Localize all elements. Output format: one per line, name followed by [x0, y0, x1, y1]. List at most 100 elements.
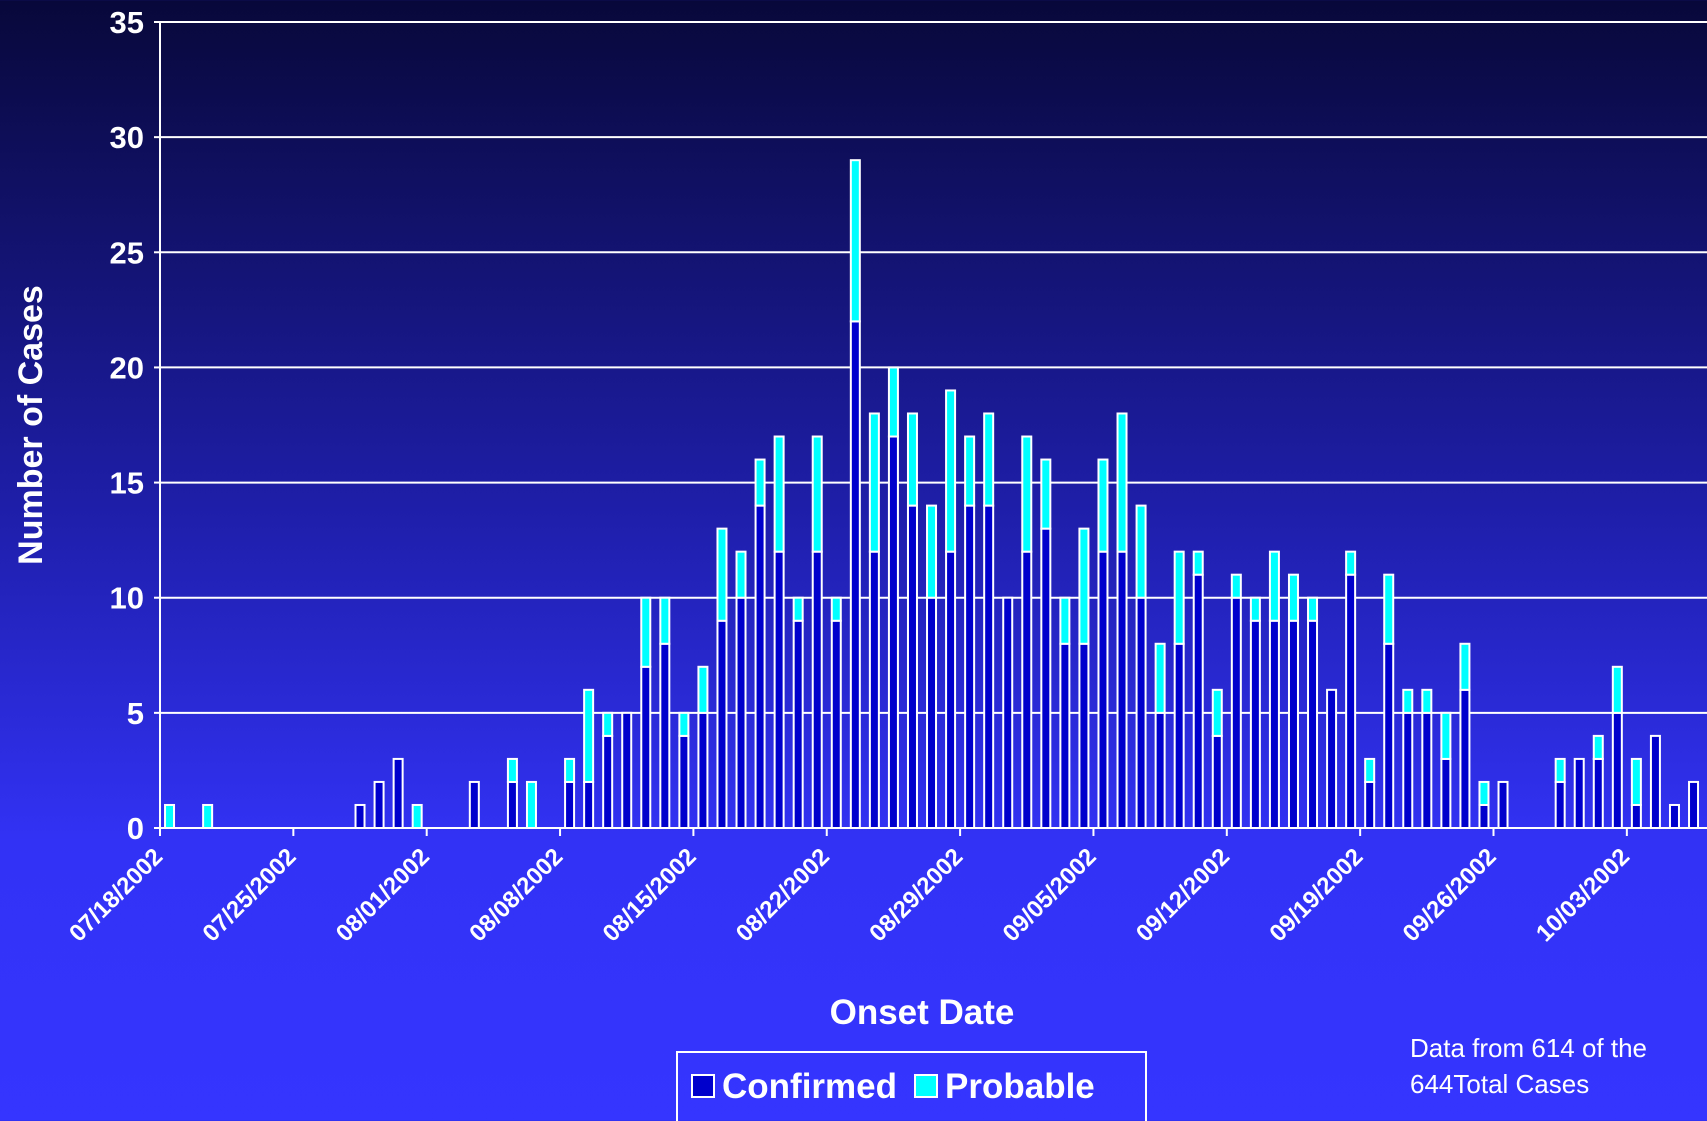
- bar-segment: [354, 803, 366, 830]
- note-line: Data from 614 of the: [1410, 1033, 1647, 1063]
- bar-segment: [1364, 780, 1376, 830]
- bar-segment: [716, 619, 728, 829]
- bar-segment: [525, 780, 537, 830]
- bar-segment: [1440, 711, 1452, 760]
- bar-segment: [1592, 757, 1604, 830]
- bar-segment: [1097, 458, 1109, 553]
- bar-segment: [1688, 780, 1700, 830]
- bar-segment: [1021, 550, 1033, 830]
- y-tick-label: 25: [110, 235, 144, 270]
- bar-segment: [926, 596, 938, 830]
- bar-segment: [1383, 573, 1395, 645]
- bar-segment: [792, 596, 804, 622]
- bar-segment: [983, 412, 995, 507]
- bar-segment: [659, 596, 671, 645]
- bar-segment: [506, 757, 518, 783]
- bar-segment: [411, 803, 423, 830]
- bar-segment: [906, 504, 918, 829]
- x-tick-label: 07/25/2002: [198, 843, 302, 947]
- bar-segment: [1097, 550, 1109, 830]
- bar-segment: [583, 688, 595, 783]
- bar-segment: [1211, 734, 1223, 830]
- bar-segment: [659, 642, 671, 829]
- bar-segment: [1249, 619, 1261, 829]
- bar-segment: [1611, 711, 1623, 829]
- bar-segment: [964, 504, 976, 829]
- x-tick-label: 08/29/2002: [864, 843, 968, 947]
- bar-segment: [1154, 642, 1166, 714]
- bar-segment: [1287, 619, 1299, 829]
- bar-segment: [1173, 550, 1185, 645]
- bar-segment: [906, 412, 918, 507]
- bar-segment: [1249, 596, 1261, 622]
- y-tick-label: 10: [110, 581, 144, 616]
- bar-segment: [849, 159, 861, 323]
- legend-swatch: [691, 1074, 715, 1098]
- bar-segment: [1002, 596, 1014, 830]
- y-axis-title: Number of Cases: [12, 285, 50, 565]
- bar-segment: [1402, 711, 1414, 829]
- x-tick-label: 09/26/2002: [1398, 843, 1502, 947]
- bar-segment: [640, 596, 652, 668]
- note-line: 644Total Cases: [1410, 1069, 1589, 1099]
- bar-segment: [1307, 596, 1319, 622]
- bar-segment: [1497, 780, 1509, 830]
- bar-segment: [621, 711, 633, 829]
- bar-segment: [1478, 780, 1490, 806]
- bar-segment: [1554, 780, 1566, 830]
- bar-segment: [1059, 596, 1071, 645]
- bar-segment: [1040, 527, 1052, 830]
- x-tick-label: 08/01/2002: [331, 843, 435, 947]
- bar-segment: [1326, 688, 1338, 829]
- bar-segment: [1287, 573, 1299, 622]
- bar-segment: [1383, 642, 1395, 829]
- bar-segment: [506, 780, 518, 830]
- bar-segment: [1268, 619, 1280, 829]
- bar-segment: [1116, 412, 1128, 553]
- bar-segment: [773, 550, 785, 830]
- legend-swatch: [914, 1074, 938, 1098]
- bar-segment: [583, 780, 595, 830]
- bar-segment: [983, 504, 995, 829]
- bar-segment: [1230, 596, 1242, 830]
- bar-segment: [697, 665, 709, 714]
- bar-segment: [1078, 527, 1090, 645]
- bar-segment: [735, 596, 747, 830]
- bar-segment: [373, 780, 385, 830]
- bar-segment: [640, 665, 652, 829]
- bar-segment: [1345, 573, 1357, 830]
- bar-segment: [1649, 734, 1661, 830]
- bar-segment: [678, 711, 690, 737]
- bar-segment: [754, 504, 766, 829]
- bar-segment: [1421, 688, 1433, 714]
- x-axis-title: Onset Date: [830, 993, 1015, 1032]
- bar-segment: [868, 550, 880, 830]
- bar-segment: [1173, 642, 1185, 829]
- bar-segment: [1345, 550, 1357, 576]
- bar-segment: [1421, 711, 1433, 829]
- bar-segment: [1268, 550, 1280, 622]
- bar-segment: [1078, 642, 1090, 829]
- x-tick-label: 08/08/2002: [464, 843, 568, 947]
- bar-segment: [202, 803, 214, 830]
- bar-segment: [1402, 688, 1414, 714]
- bar-segment: [1611, 665, 1623, 714]
- bar-segment: [868, 412, 880, 553]
- x-tick-label: 07/18/2002: [64, 843, 168, 947]
- bar-segment: [1154, 711, 1166, 829]
- bar-segment: [564, 780, 576, 830]
- x-tick-label: 09/05/2002: [998, 843, 1102, 947]
- x-tick-label: 08/15/2002: [598, 843, 702, 947]
- bar-segment: [945, 389, 957, 553]
- y-tick-label: 30: [110, 120, 144, 155]
- bar-segment: [811, 550, 823, 830]
- bar-segment: [1192, 573, 1204, 830]
- y-tick-label: 35: [110, 5, 144, 40]
- bar-segment: [564, 757, 576, 783]
- bar-segment: [1307, 619, 1319, 829]
- x-tick-label: 10/03/2002: [1531, 843, 1635, 947]
- bar-segment: [849, 320, 861, 829]
- y-tick-label: 5: [127, 696, 144, 731]
- bar-segment: [1459, 642, 1471, 691]
- bar-segment: [1440, 757, 1452, 830]
